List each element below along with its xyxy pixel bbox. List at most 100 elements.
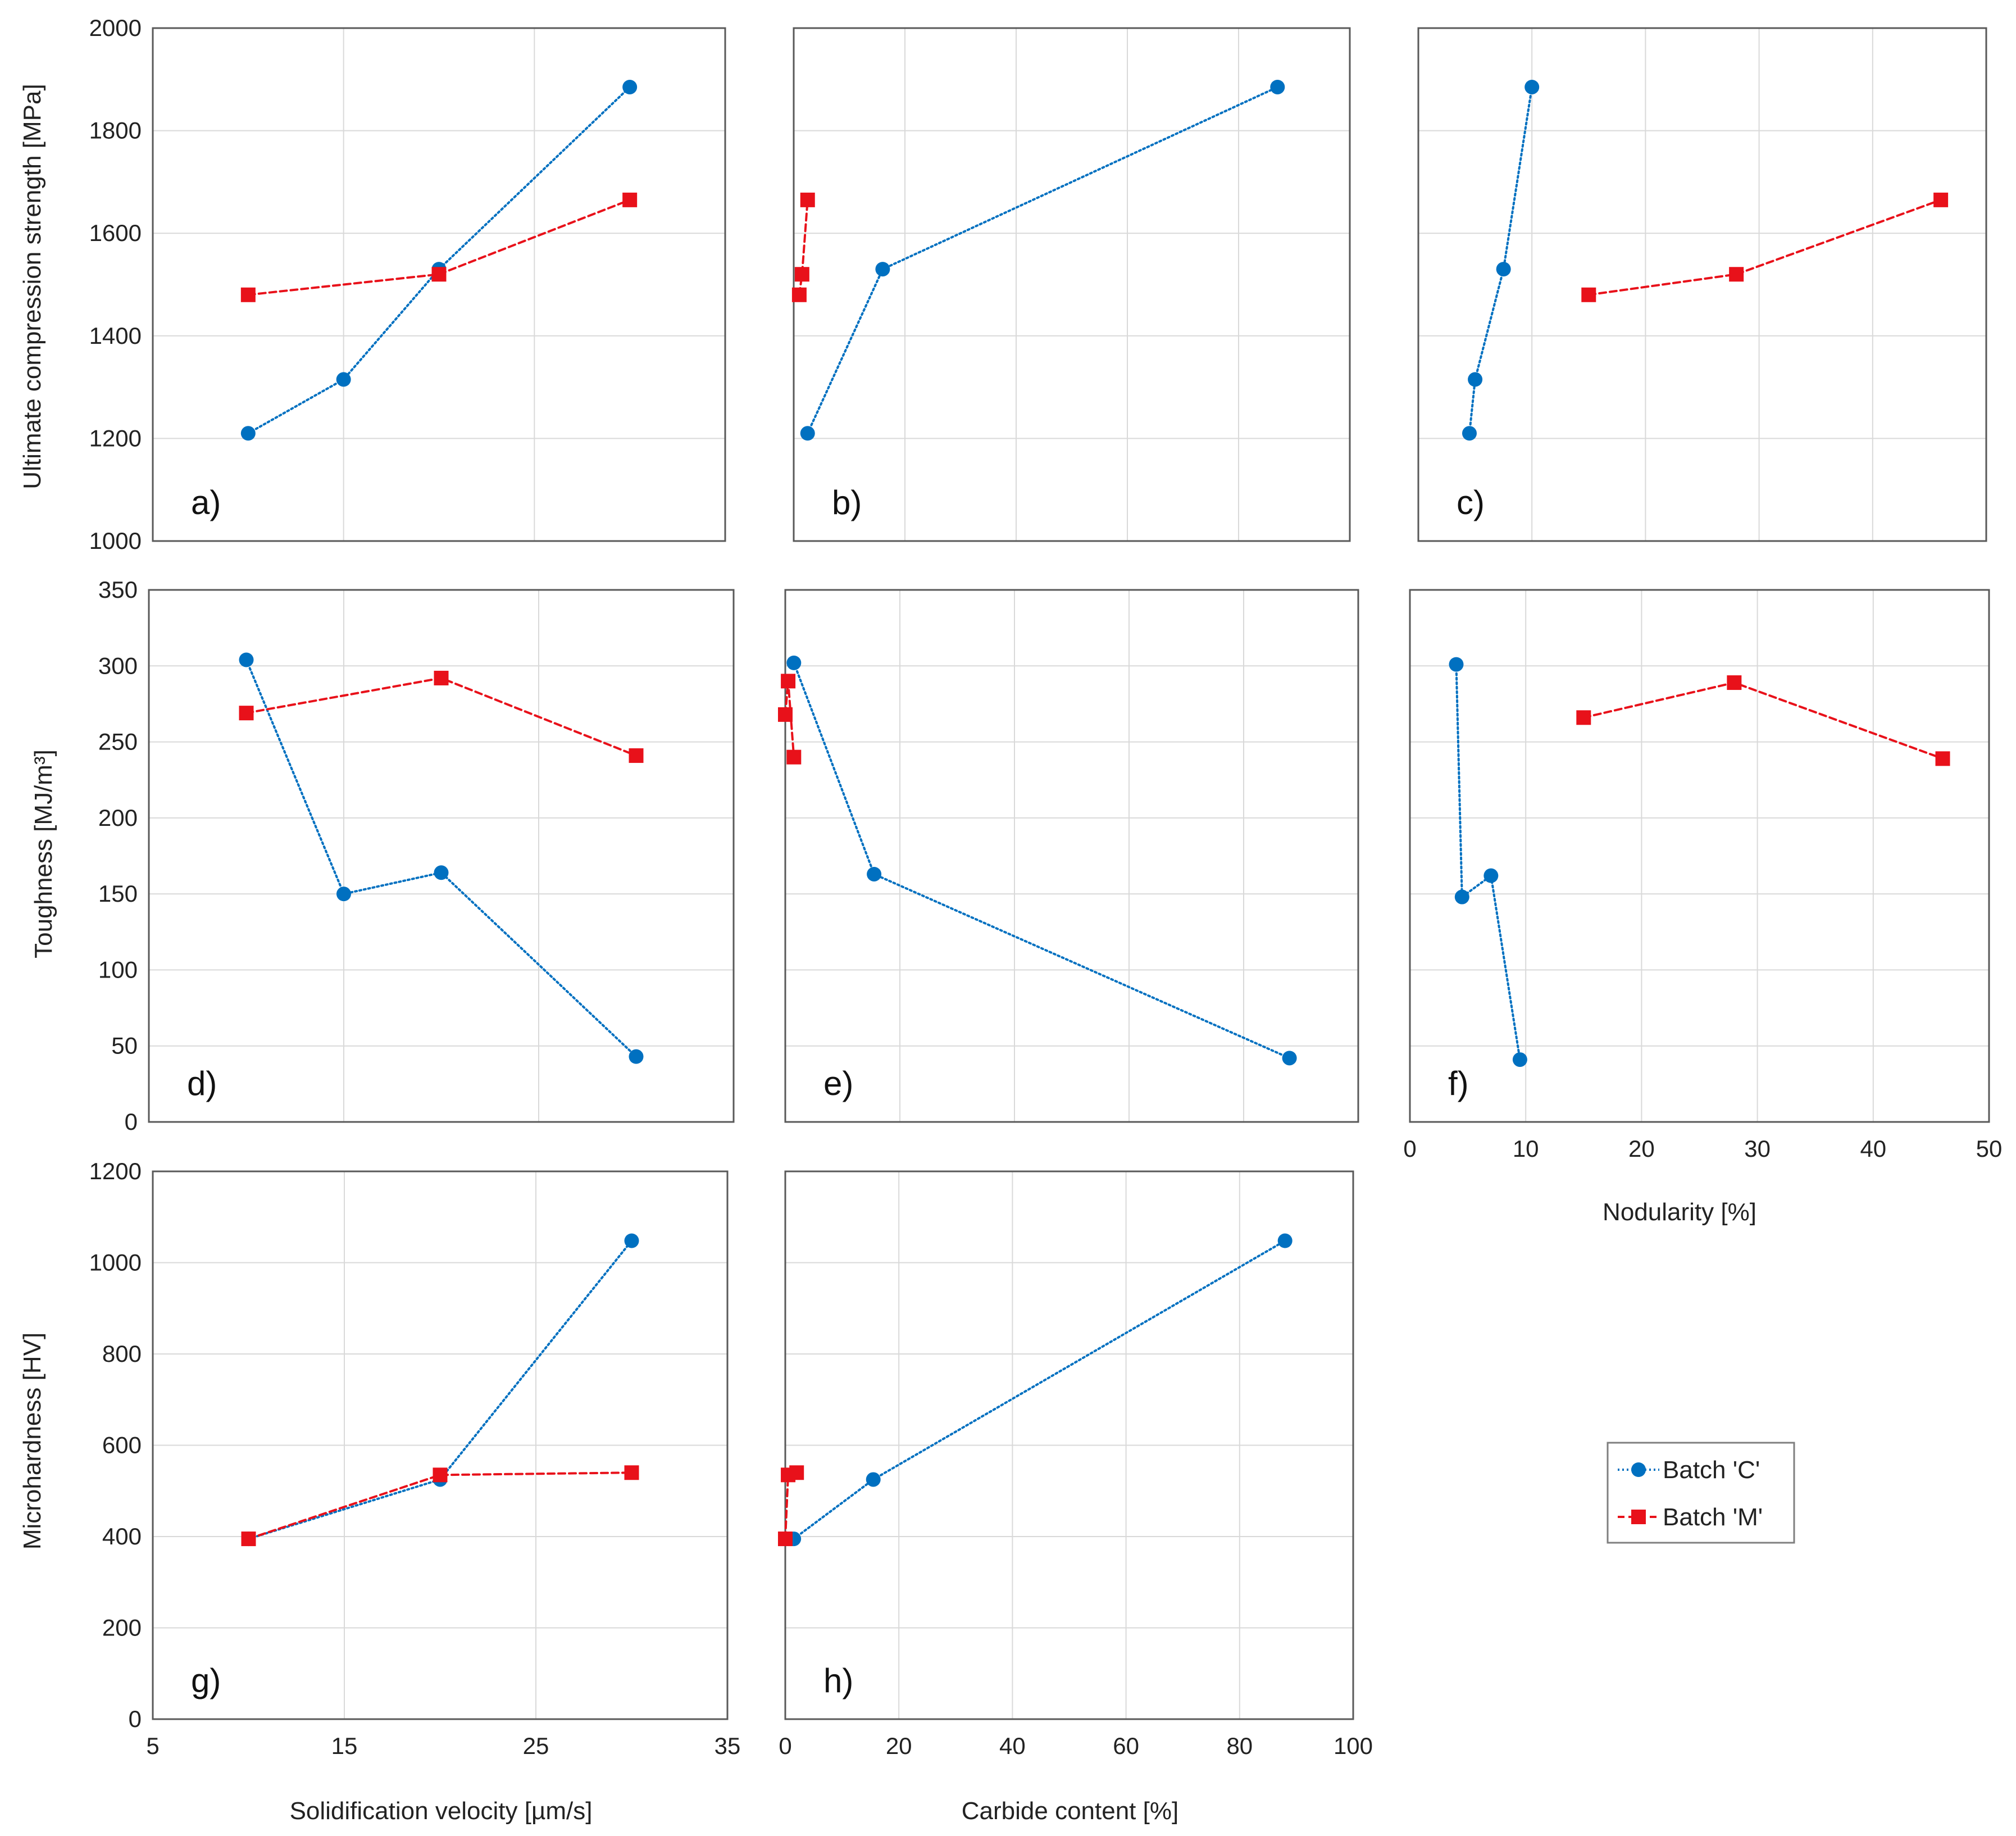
data-point-batch-c [240,426,256,441]
panel-label: d) [187,1065,217,1102]
data-point-batch-m [239,706,254,721]
y-tick-label: 50 [111,1033,138,1059]
panel-b: b) [791,27,1351,542]
panel-g: 0 200 400 600 800 1000 1200 5 15 25 35 g) [89,1158,741,1759]
panel-label: b) [832,484,862,521]
plot-frame [152,1170,729,1720]
series-line-batch-c [245,658,638,1058]
panel-label: e) [823,1065,853,1102]
xlabel-col2: Carbide content [%] [962,1797,1178,1825]
x-tick-label: 10 [1513,1135,1539,1162]
legend-label-batch-m: Batch 'M' [1663,1503,1763,1531]
panel-label: f) [1448,1065,1469,1102]
data-point-batch-m [624,1465,639,1480]
panel-h: 0 20 40 60 80 100 h) [778,1170,1373,1759]
data-point-batch-c [434,865,449,880]
data-point-batch-m [800,192,815,207]
plot-frame [152,27,726,542]
plot-frame [784,1170,1354,1720]
data-point-batch-m [434,670,449,685]
data-point-batch-m [629,748,644,763]
y-tick-label: 1200 [89,1158,142,1184]
xlabel-col1: Solidification velocity [µm/s] [290,1797,593,1825]
y-tick-label: 250 [98,729,138,755]
y-tick-label: 1000 [89,528,142,554]
data-point-batch-m [241,1531,256,1547]
series-line-batch-c [247,85,631,435]
data-point-batch-m [791,287,807,302]
plot-frame [148,589,735,1123]
data-point-batch-m [622,192,638,207]
panel-c: c) [1417,27,1987,542]
legend-label-batch-c: Batch 'C' [1663,1456,1760,1484]
data-point-batch-c [239,652,254,667]
x-tick-label: 20 [886,1733,912,1759]
legend-marker-batch-m [1631,1510,1646,1524]
data-point-batch-c [336,887,351,902]
y-tick-label: 1400 [89,322,142,349]
x-tick-label: 0 [779,1733,791,1759]
legend-box [1607,1442,1795,1544]
data-point-batch-c [786,655,802,670]
data-point-batch-m [433,1467,448,1483]
panel-a: 1000 1200 1400 1600 1800 2000 a) [89,15,726,554]
panel-f: 0 10 20 30 40 50 f) [1403,589,2003,1162]
y-tick-label: 300 [98,652,138,679]
data-point-batch-c [1524,79,1540,94]
data-point-batch-m [778,707,793,722]
panel-label: c) [1457,484,1485,521]
data-point-batch-c [1277,1233,1293,1248]
data-point-batch-c [800,426,815,441]
data-point-batch-m [240,287,256,302]
series-line-batch-c [1455,663,1521,1061]
x-tick-label: 20 [1628,1135,1655,1162]
data-point-batch-m [1729,267,1744,282]
legend-marker-batch-c [1631,1462,1646,1477]
data-point-batch-c [1468,372,1483,387]
data-point-batch-m [1581,287,1596,302]
xlabel-col3: Nodularity [%] [1603,1198,1756,1226]
y-tick-label: 200 [98,805,138,831]
x-tick-label: 0 [1403,1135,1416,1162]
y-tick-label: 200 [102,1615,142,1641]
data-point-batch-c [1496,262,1511,277]
data-point-batch-c [1512,1052,1527,1067]
panel-label: h) [823,1662,853,1699]
data-point-batch-c [1462,426,1477,441]
y-tick-label: 0 [129,1706,142,1732]
x-tick-label: 30 [1744,1135,1771,1162]
data-point-batch-c [1483,868,1499,883]
x-tick-label: 50 [1976,1135,2003,1162]
panel-label: a) [191,484,221,521]
ylabel-row2: Toughness [MJ/m³] [30,749,57,958]
data-point-batch-c [1449,657,1464,672]
series-line-batch-c [1468,85,1533,435]
y-tick-label: 1600 [89,220,142,246]
data-point-batch-m [794,267,809,282]
y-tick-label: 350 [98,576,138,603]
data-point-batch-c [1282,1051,1297,1066]
plot-frame [793,27,1351,542]
data-point-batch-c [629,1049,644,1064]
panel-label: g) [191,1662,221,1699]
data-point-batch-c [624,1233,639,1248]
data-point-batch-c [1270,79,1285,94]
data-point-batch-c [1454,889,1469,905]
ylabel-row1: Ultimate compression strength [MPa] [19,84,46,489]
x-tick-label: 15 [331,1733,358,1759]
y-tick-label: 600 [102,1432,142,1458]
x-tick-label: 60 [1113,1733,1139,1759]
x-tick-label: 5 [146,1733,159,1759]
y-tick-label: 1200 [89,425,142,451]
data-point-batch-m [786,749,802,765]
legend: Batch 'C' Batch 'M' [1607,1442,1795,1544]
y-tick-label: 400 [102,1523,142,1549]
data-point-batch-m [1933,192,1949,207]
x-tick-label: 25 [523,1733,549,1759]
data-point-batch-m [1576,710,1591,725]
y-tick-label: 800 [102,1340,142,1367]
data-point-batch-m [781,674,796,689]
